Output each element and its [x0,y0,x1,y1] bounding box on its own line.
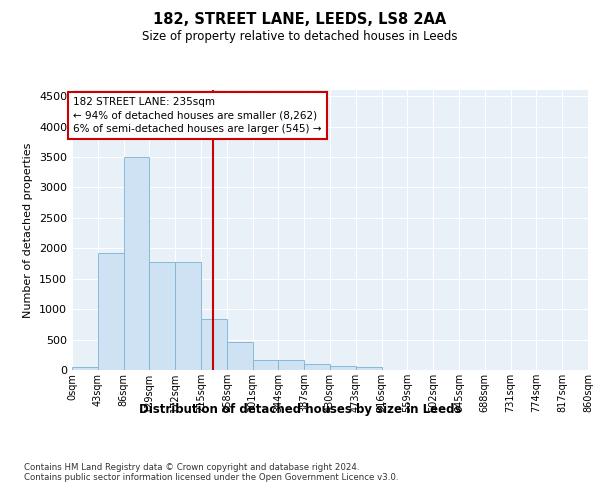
Bar [175,262,201,370]
Bar [356,366,382,370]
Text: Distribution of detached houses by size in Leeds: Distribution of detached houses by size … [139,402,461,415]
Bar [227,342,253,370]
Bar [149,262,175,370]
Y-axis label: Number of detached properties: Number of detached properties [23,142,34,318]
Bar [72,366,98,370]
Text: 182, STREET LANE, LEEDS, LS8 2AA: 182, STREET LANE, LEEDS, LS8 2AA [154,12,446,28]
Bar [201,319,227,370]
Bar [98,253,124,370]
Bar [253,360,278,370]
Bar [124,157,149,370]
Bar [278,360,304,370]
Text: Size of property relative to detached houses in Leeds: Size of property relative to detached ho… [142,30,458,43]
Bar [304,364,330,370]
Text: Contains HM Land Registry data © Crown copyright and database right 2024.
Contai: Contains HM Land Registry data © Crown c… [24,462,398,482]
Bar [330,366,356,370]
Text: 182 STREET LANE: 235sqm
← 94% of detached houses are smaller (8,262)
6% of semi-: 182 STREET LANE: 235sqm ← 94% of detache… [73,98,322,134]
